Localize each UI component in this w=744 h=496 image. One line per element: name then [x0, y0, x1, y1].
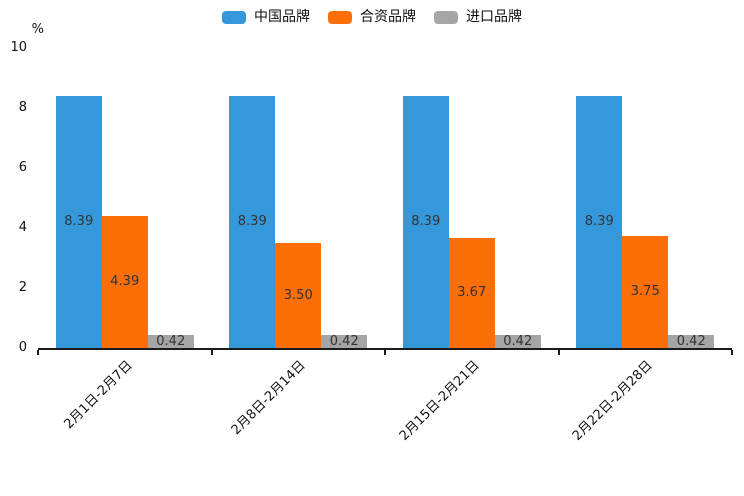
- x-axis-tick: [384, 350, 386, 355]
- bar-value-label: 3.67: [457, 284, 487, 300]
- bar-value-label: 0.42: [329, 333, 359, 349]
- legend-swatch-icon: [222, 10, 246, 24]
- chart-legend: 中国品牌 合资品牌 进口品牌: [0, 8, 744, 26]
- y-tick-label: 4: [18, 220, 27, 235]
- legend-label: 进口品牌: [466, 9, 522, 25]
- bar-中国品牌-2: [402, 96, 449, 348]
- bar-进口品牌-0: [147, 335, 194, 348]
- legend-swatch-icon: [328, 10, 352, 24]
- bar-合资品牌-2: [448, 237, 495, 348]
- bar-进口品牌-1: [321, 335, 368, 348]
- x-category-label: 2月1日-2月7日: [61, 358, 136, 433]
- bar-中国品牌-3: [576, 96, 623, 348]
- y-tick-label: 8: [18, 100, 27, 115]
- x-category-label: 2月22日-2月28日: [570, 358, 656, 444]
- bar-value-label: 0.42: [676, 333, 706, 349]
- legend-item-0: 中国品牌: [222, 8, 310, 26]
- bar-进口品牌-2: [494, 335, 541, 348]
- x-category-label: 2月15日-2月21日: [396, 358, 483, 444]
- legend-label: 合资品牌: [360, 9, 416, 25]
- y-tick-label: 0: [18, 340, 27, 355]
- legend-label: 中国品牌: [254, 9, 310, 25]
- bar-value-label: 4.39: [110, 274, 140, 290]
- bar-合资品牌-0: [101, 216, 148, 348]
- bar-进口品牌-3: [668, 335, 715, 348]
- y-tick-label: 2: [18, 280, 27, 295]
- bar-value-label: 3.75: [630, 283, 660, 299]
- bar-中国品牌-1: [229, 96, 276, 348]
- bar-合资品牌-1: [275, 243, 322, 348]
- bar-value-label: 8.39: [411, 214, 441, 230]
- bar-中国品牌-0: [55, 96, 102, 348]
- x-axis-line: [38, 348, 732, 350]
- legend-item-2: 进口品牌: [434, 8, 522, 26]
- y-tick-label: 10: [10, 40, 27, 55]
- x-axis-tick: [731, 350, 733, 355]
- bar-value-label: 0.42: [156, 333, 186, 349]
- bar-value-label: 0.42: [503, 333, 533, 349]
- x-axis-tick: [37, 350, 39, 355]
- bar-value-label: 8.39: [64, 214, 94, 230]
- bar-合资品牌-3: [622, 235, 669, 348]
- x-axis-tick: [210, 350, 213, 355]
- bar-value-label: 8.39: [237, 214, 267, 230]
- y-axis-unit-label: %: [31, 22, 44, 37]
- bar-value-label: 8.39: [584, 214, 614, 230]
- legend-swatch-icon: [434, 10, 458, 24]
- y-tick-label: 6: [18, 160, 27, 175]
- bar-value-label: 3.50: [283, 287, 313, 303]
- legend-item-1: 合资品牌: [328, 8, 416, 26]
- x-axis-tick: [557, 350, 560, 355]
- x-category-label: 2月8日-2月14日: [228, 358, 309, 438]
